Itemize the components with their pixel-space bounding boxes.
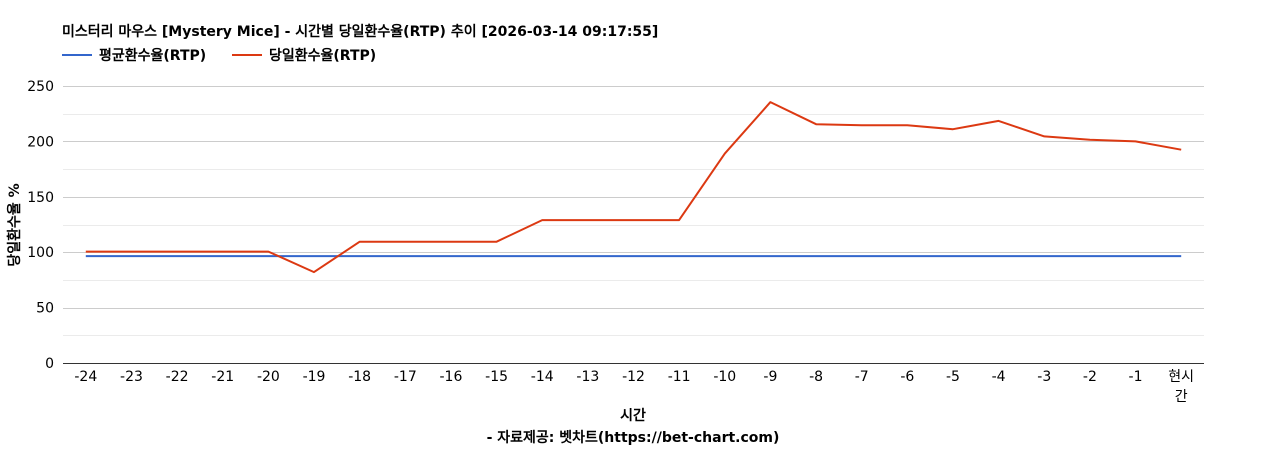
x-tick-label: -2 (1083, 369, 1097, 385)
x-tick-label: -19 (303, 369, 326, 385)
x-tick-label: 현시 간 (1168, 369, 1194, 405)
legend-item-avg[interactable]: 평균환수율(RTP) (62, 47, 206, 64)
legend-label-daily: 당일환수율(RTP) (269, 47, 376, 64)
x-tick-label: -23 (120, 369, 143, 385)
x-tick-label: -4 (992, 369, 1006, 385)
y-axis-ticks: 0 50 100 150 200 250 (27, 79, 54, 372)
x-tick-label: -15 (485, 369, 508, 385)
legend-item-daily[interactable]: 당일환수율(RTP) (232, 47, 376, 64)
source-credit: - 자료제공: 벳차트(https://bet-chart.com) (487, 429, 780, 446)
x-tick-label: -5 (946, 369, 960, 385)
legend-label-avg: 평균환수율(RTP) (99, 47, 206, 64)
x-axis-ticks: -24 -23 -22 -21 -20 -19 -18 -17 -16 -15 -14 -13 -12 -… (74, 369, 1194, 405)
y-tick-label: 200 (27, 134, 54, 150)
x-tick-label: -6 (900, 369, 914, 385)
x-tick-label: -24 (74, 369, 97, 385)
x-axis-title: 시간 (620, 407, 646, 424)
y-tick-label: 100 (27, 245, 54, 261)
x-tick-label: -20 (257, 369, 280, 385)
x-tick-label: -8 (809, 369, 823, 385)
y-tick-label: 250 (27, 79, 54, 95)
y-tick-label: 0 (45, 356, 54, 372)
x-tick-label: -10 (713, 369, 736, 385)
x-tick-label: -12 (622, 369, 645, 385)
legend: 평균환수율(RTP) 당일환수율(RTP) (62, 47, 376, 64)
gridlines (63, 86, 1204, 364)
y-tick-label: 50 (36, 301, 54, 317)
series-line-daily-rtp (85, 101, 1182, 274)
x-tick-label: -9 (763, 369, 777, 385)
x-tick-label: -3 (1037, 369, 1051, 385)
y-tick-label: 150 (27, 190, 54, 206)
x-tick-label: -18 (348, 369, 371, 385)
x-tick-label: -13 (576, 369, 599, 385)
x-tick-label: -1 (1129, 369, 1143, 385)
x-tick-label: -22 (166, 369, 189, 385)
chart-title: 미스터리 마우스 [Mystery Mice] - 시간별 당일환수율(RTP)… (62, 23, 658, 40)
x-tick-label: -7 (855, 369, 869, 385)
x-tick-label: -14 (531, 369, 554, 385)
x-tick-label: -17 (394, 369, 417, 385)
series-lines (85, 101, 1182, 274)
x-tick-label: -11 (668, 369, 691, 385)
y-axis-title: 당일환수율 % (6, 183, 23, 266)
x-tick-label: -21 (211, 369, 234, 385)
x-tick-label: -16 (440, 369, 463, 385)
